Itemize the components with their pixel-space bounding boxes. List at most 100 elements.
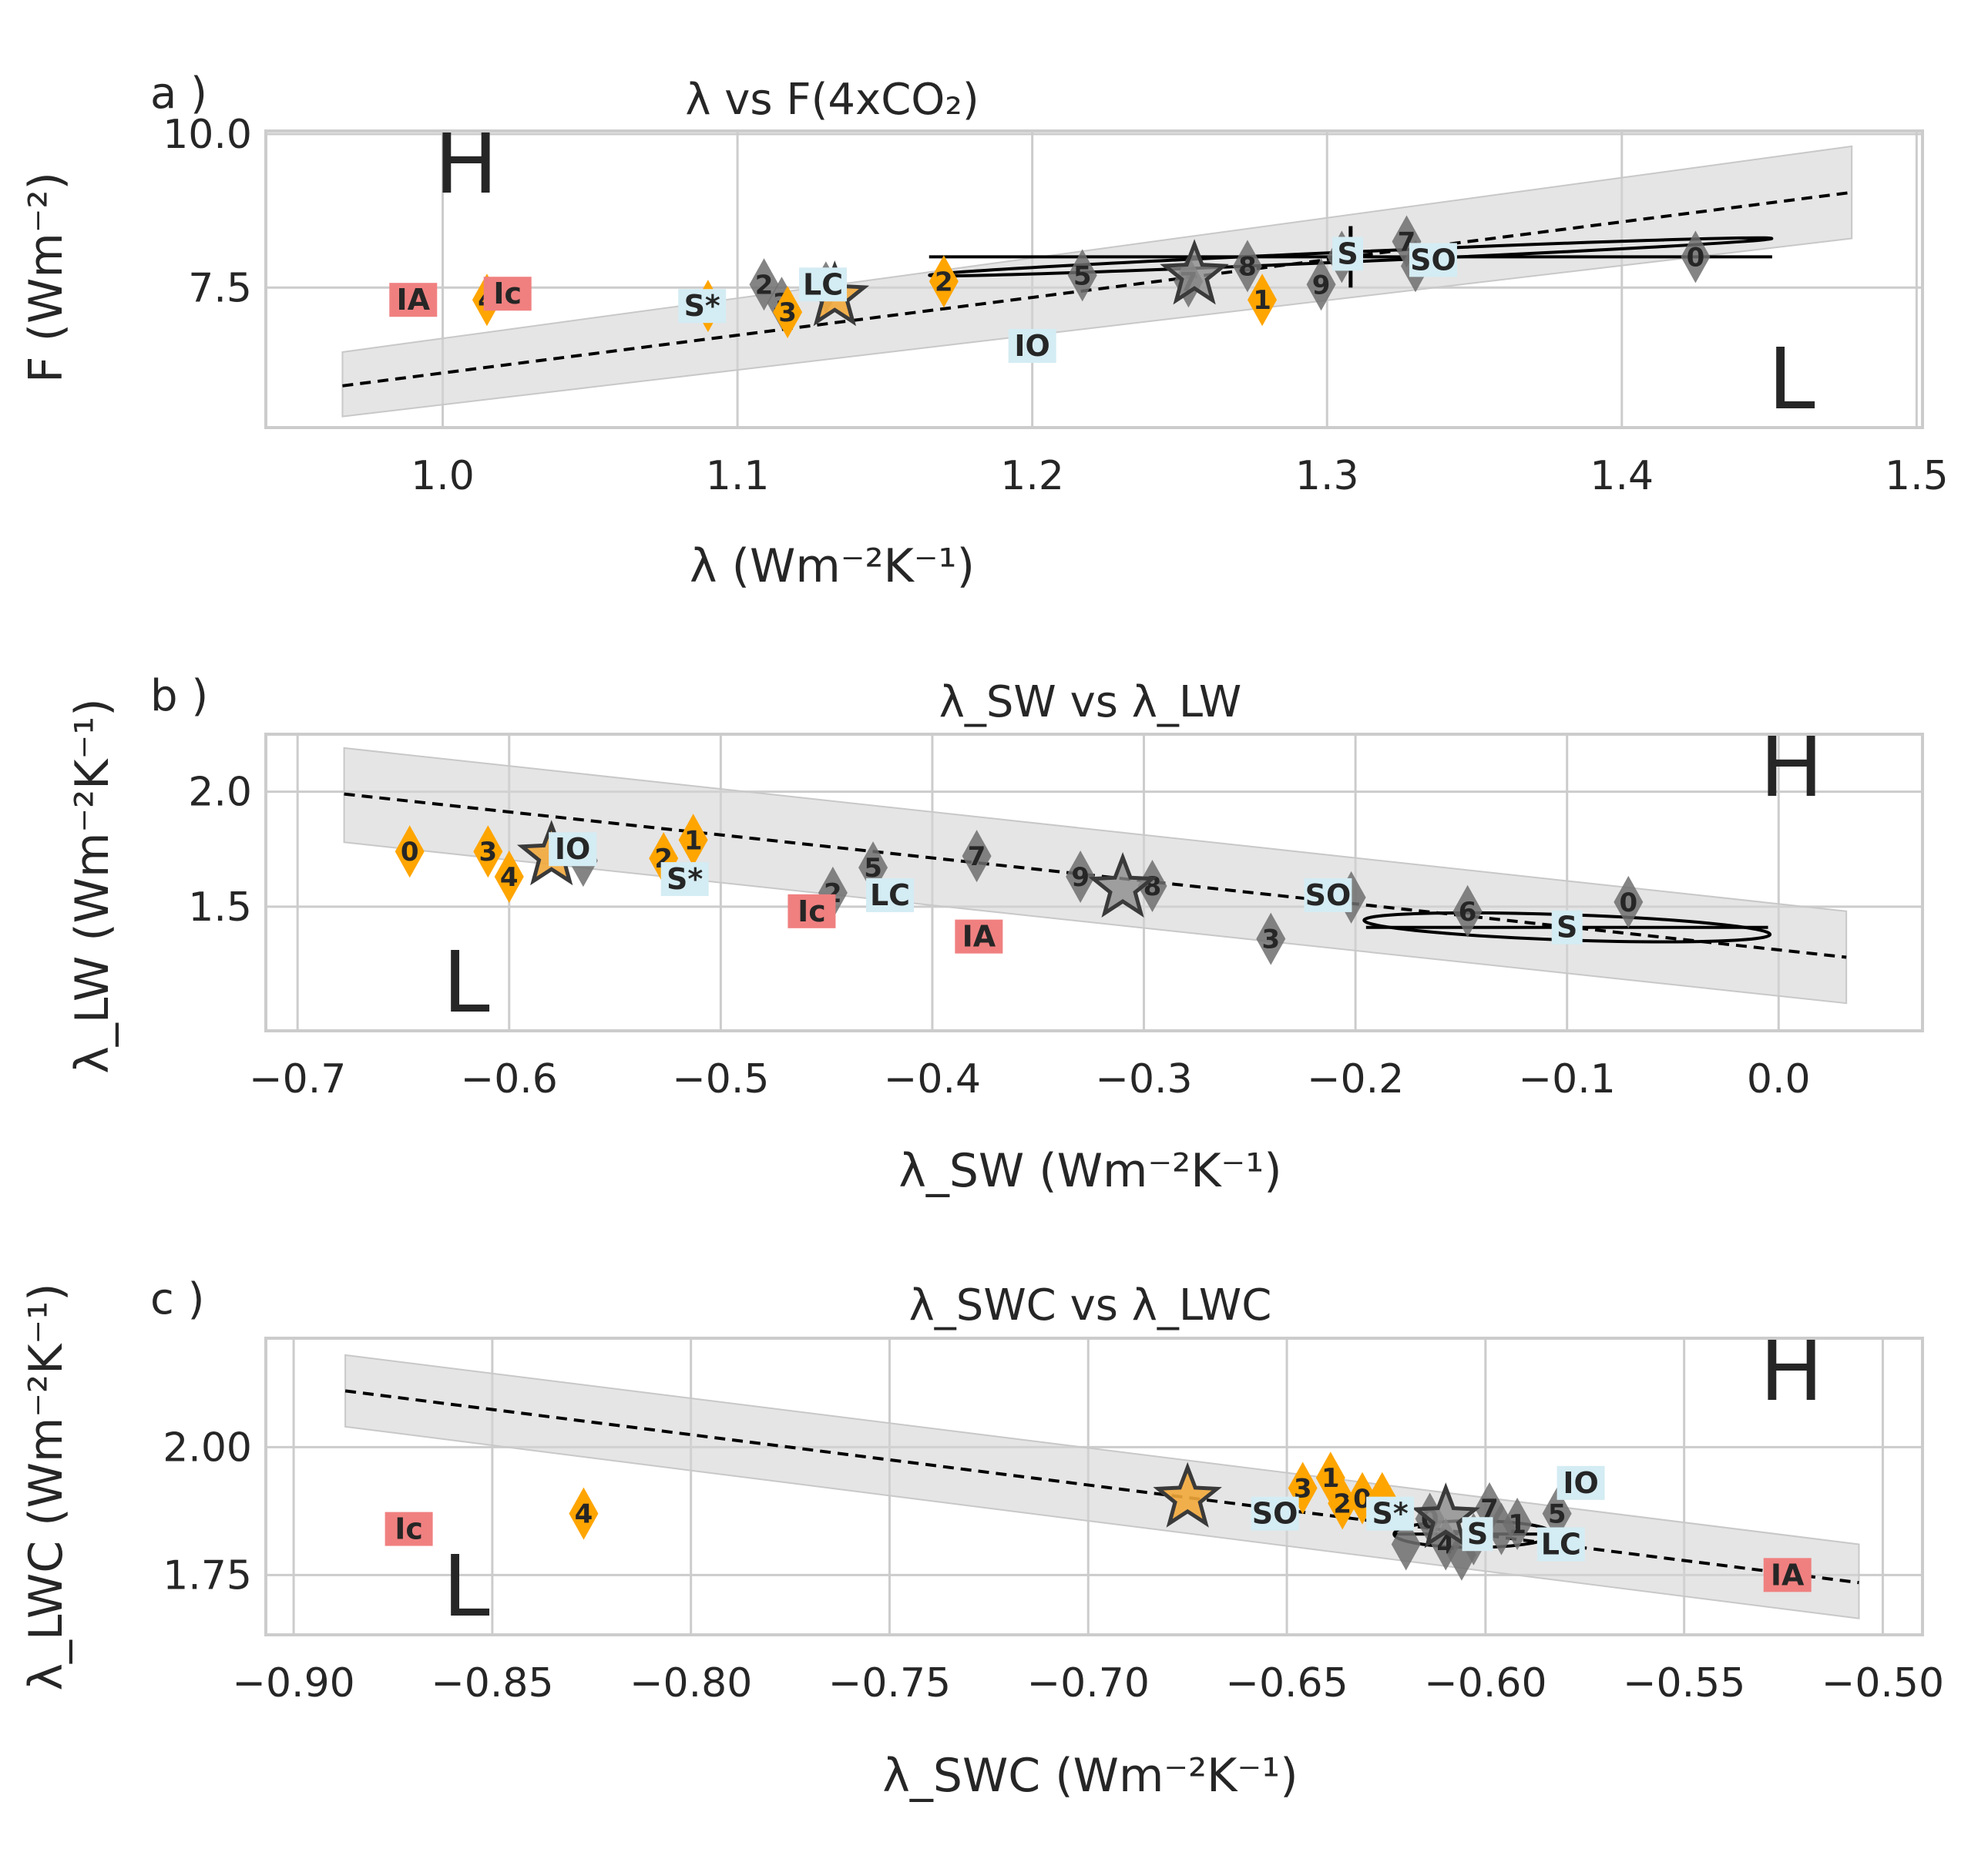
orange-marker-label: 1 (1253, 285, 1271, 316)
panel-label: c ) (150, 1274, 204, 1324)
blue-tag-box (1304, 878, 1352, 912)
blue-tag-label: IO (1563, 1466, 1598, 1500)
x-tick-label: −0.1 (1519, 1056, 1616, 1102)
plot-frame (264, 733, 1924, 1032)
blue-tag-label: S (1337, 237, 1358, 270)
x-tick-label: 1.1 (706, 453, 770, 499)
plot-frame (264, 1337, 1924, 1636)
gray-marker-label: 5 (1548, 1499, 1567, 1530)
gray-star-marker (1160, 239, 1229, 305)
gray-diamond-marker (1256, 912, 1286, 965)
red-tag-box (483, 277, 532, 311)
x-axis-label: λ_SWC (Wm⁻²K⁻¹) (882, 1749, 1298, 1803)
y-tick-label: 1.75 (163, 1552, 252, 1599)
orange-marker-label: 1 (684, 825, 703, 856)
orange-diamond-marker (1248, 273, 1278, 327)
blue-tag-label: S* (667, 862, 703, 896)
red-tag-label: Ic (798, 894, 826, 928)
red-tag-box (787, 894, 836, 928)
gray-diamond-marker (1391, 1518, 1421, 1571)
x-tick-label: −0.7 (249, 1056, 346, 1102)
x-tick-label: 1.5 (1885, 453, 1949, 499)
orange-marker-label: 3 (479, 837, 497, 867)
x-tick-label: 1.0 (411, 453, 475, 499)
panel-a: a ) λ vs F(4xCO₂) λ (Wm⁻²K⁻¹) F (Wm⁻²) 2… (19, 69, 1949, 593)
plot-frame (264, 129, 1924, 429)
confidence-band (341, 145, 1853, 418)
x-tick-label: 1.3 (1295, 453, 1359, 499)
orange-diamond-marker (473, 825, 503, 878)
blue-tag-label: S* (1372, 1497, 1408, 1531)
regression-line (344, 1389, 1859, 1585)
x-tick-label: −0.70 (1027, 1660, 1150, 1706)
blue-tag-label: S (1467, 1517, 1488, 1551)
gray-diamond-marker (1452, 884, 1483, 938)
x-axis-label: λ_SW (Wm⁻²K⁻¹) (898, 1144, 1281, 1198)
orange-diamond-marker (773, 286, 803, 339)
blue-tag-box (1008, 328, 1056, 363)
orange-marker-label: 4 (500, 862, 519, 893)
red-tag-box (1763, 1558, 1812, 1592)
blue-tag-box (866, 878, 915, 912)
orange-marker-label: 4 (575, 1499, 593, 1530)
panel-label: a ) (150, 69, 207, 119)
gray-diamond-marker (1067, 249, 1097, 302)
orange-marker-label: 3 (1294, 1473, 1312, 1504)
orange-marker-label: 3 (778, 297, 797, 328)
orange-marker-label: 2 (935, 267, 953, 297)
gray-marker-label: 5 (1073, 260, 1092, 291)
gray-marker-label: 8 (1143, 871, 1162, 902)
y-tick-label: 7.5 (188, 265, 252, 311)
blue-tag-box (1366, 1496, 1415, 1531)
x-tick-label: 1.4 (1590, 453, 1654, 499)
blue-tag-box (1551, 910, 1583, 945)
low-sensitivity-label: L (442, 933, 489, 1032)
orange-star-marker (1153, 1461, 1222, 1528)
gray-marker-label: 8 (1238, 251, 1257, 282)
blue-tag-label: SO (1252, 1497, 1298, 1531)
gray-diamond-marker (1486, 1502, 1516, 1555)
orange-diamond-marker (569, 1487, 599, 1540)
y-tick-label: 2.00 (163, 1425, 252, 1471)
gray-diamond-marker (962, 830, 992, 883)
x-tick-label: −0.6 (461, 1056, 558, 1102)
blue-tag-box (1536, 1527, 1585, 1562)
x-tick-label: −0.3 (1095, 1056, 1192, 1102)
blue-tag-box (1251, 1496, 1299, 1531)
regression-line (344, 792, 1847, 959)
panel-c: c ) λ_SWC vs λ_LWC λ_SWC (Wm⁻²K⁻¹) λ_LWC… (19, 1274, 1944, 1803)
blue-tag-label: S* (684, 289, 720, 323)
low-sensitivity-label: L (1768, 330, 1815, 428)
high-sensitivity-label: H (1760, 1321, 1824, 1420)
y-axis-label: F (Wm⁻²) (19, 172, 73, 383)
x-tick-label: −0.2 (1307, 1056, 1404, 1102)
blue-tag-label: LC (803, 267, 843, 301)
low-sensitivity-label: L (442, 1537, 489, 1636)
blue-tag-label: SO (1410, 243, 1456, 277)
red-tag-box (389, 283, 438, 317)
orange-diamond-marker (1328, 1477, 1358, 1530)
blue-tag-box (1462, 1517, 1493, 1552)
gray-diamond-marker (1542, 1487, 1572, 1540)
blue-tag-label: IO (1014, 329, 1049, 363)
y-axis-label: λ_LWC (Wm⁻²K⁻¹) (19, 1283, 73, 1690)
blue-tag-label: LC (1541, 1528, 1581, 1562)
panel-title: λ_SWC vs λ_LWC (909, 1280, 1272, 1331)
gray-marker-label: 9 (1312, 270, 1331, 300)
gray-star-marker (1088, 851, 1157, 918)
gray-diamond-marker (1306, 258, 1336, 311)
x-tick-label: −0.90 (232, 1660, 354, 1706)
gray-diamond-marker (1066, 851, 1096, 904)
orange-diamond-marker (395, 825, 425, 878)
x-axis-label: λ (Wm⁻²K⁻¹) (690, 539, 975, 593)
red-tag-label: Ic (493, 277, 522, 310)
y-tick-label: 10.0 (163, 112, 252, 158)
panel-label: b ) (150, 671, 208, 721)
gray-marker-label: 3 (1261, 924, 1280, 955)
gray-marker-label: 5 (864, 853, 882, 884)
red-tag-label: IA (962, 920, 996, 954)
panel-title: λ vs F(4xCO₂) (685, 75, 979, 125)
regression-line (342, 190, 1852, 388)
